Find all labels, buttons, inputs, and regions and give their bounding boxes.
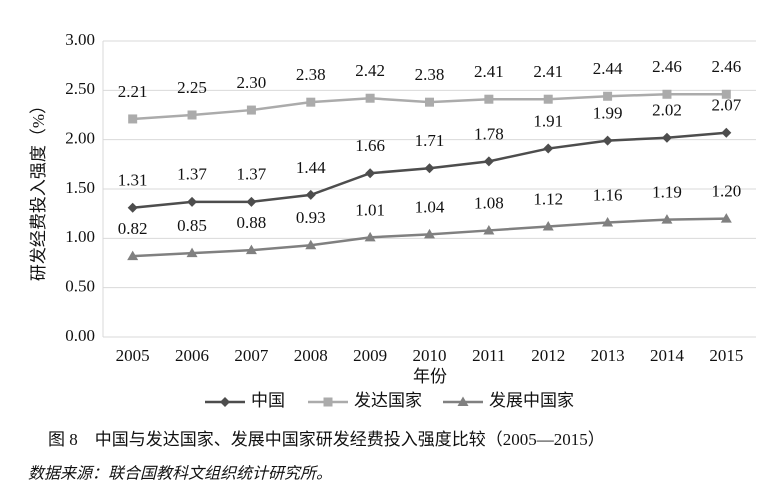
marker	[602, 135, 613, 146]
x-tick-label: 2005	[116, 346, 150, 365]
marker	[542, 220, 554, 231]
y-tick-label: 0.50	[65, 277, 95, 296]
data-label: 1.04	[415, 197, 445, 216]
data-label: 1.01	[355, 200, 385, 219]
data-label: 1.66	[355, 136, 385, 155]
x-tick-label: 2008	[294, 346, 328, 365]
source: 数据来源：联合国教科文组织统计研究所。	[28, 465, 332, 483]
data-label: 2.42	[355, 61, 385, 80]
marker	[306, 97, 316, 107]
y-tick-label: 1.50	[65, 178, 95, 197]
data-label: 1.20	[711, 182, 741, 201]
x-tick-label: 2009	[353, 346, 387, 365]
data-label: 1.12	[533, 189, 563, 208]
marker	[425, 97, 434, 107]
x-tick-label: 2014	[650, 346, 685, 365]
legend-marker	[457, 396, 469, 406]
marker	[187, 196, 198, 207]
legend-marker	[323, 397, 333, 407]
data-label: 1.78	[474, 124, 504, 143]
y-tick-label: 2.50	[65, 79, 95, 98]
marker	[602, 217, 614, 227]
data-label: 2.41	[474, 62, 504, 81]
marker	[543, 94, 553, 104]
marker	[721, 127, 732, 138]
data-label: 0.82	[118, 219, 148, 238]
data-label: 1.08	[474, 193, 504, 212]
marker	[186, 247, 198, 258]
marker	[127, 250, 139, 261]
marker	[128, 114, 138, 124]
x-tick-label: 2013	[591, 346, 625, 365]
marker	[424, 163, 435, 174]
marker	[661, 132, 672, 143]
data-label: 2.21	[118, 82, 148, 101]
marker	[424, 228, 435, 239]
data-label: 0.88	[237, 213, 267, 232]
marker	[721, 89, 731, 99]
legend-label: 中国	[251, 391, 285, 410]
data-label: 2.46	[652, 57, 682, 76]
marker	[483, 224, 495, 235]
data-label: 0.85	[177, 216, 207, 235]
legend-label: 发达国家	[354, 391, 422, 410]
data-label: 1.16	[593, 185, 623, 204]
data-label: 2.41	[533, 62, 563, 81]
data-label: 1.91	[533, 111, 563, 130]
data-label: 1.31	[118, 171, 148, 190]
marker	[662, 89, 672, 99]
x-tick-label: 2015	[709, 346, 743, 365]
data-label: 1.71	[415, 131, 445, 150]
data-label: 1.44	[296, 158, 326, 177]
marker	[127, 202, 138, 213]
x-axis-label: 年份	[413, 367, 447, 386]
marker	[245, 244, 257, 255]
y-tick-label: 3.00	[65, 30, 95, 49]
marker	[484, 94, 494, 104]
marker	[187, 110, 197, 120]
marker	[603, 91, 613, 101]
y-tick-label: 0.00	[65, 326, 95, 345]
x-tick-label: 2012	[531, 346, 565, 365]
x-tick-label: 2006	[175, 346, 209, 365]
data-label: 2.38	[415, 65, 445, 84]
data-label: 0.93	[296, 208, 326, 227]
data-label: 2.02	[652, 101, 682, 120]
legend-marker	[220, 397, 230, 407]
marker	[305, 239, 317, 250]
data-label: 2.25	[177, 78, 207, 97]
y-axis-label: 研发经费投入强度（%）	[29, 97, 48, 281]
y-tick-label: 2.00	[65, 129, 95, 148]
x-tick-label: 2007	[234, 346, 269, 365]
x-tick-label: 2010	[413, 346, 447, 365]
marker	[661, 214, 673, 224]
marker	[364, 231, 376, 242]
marker	[483, 156, 494, 167]
marker	[365, 93, 375, 103]
data-label: 2.30	[237, 73, 267, 92]
data-label: 2.07	[711, 96, 741, 115]
marker	[246, 196, 257, 207]
marker	[543, 143, 554, 154]
y-tick-label: 1.00	[65, 227, 95, 246]
data-label: 2.46	[711, 57, 741, 76]
marker	[305, 189, 316, 200]
data-label: 2.44	[593, 59, 623, 78]
legend-label: 发展中国家	[489, 391, 574, 410]
marker	[365, 168, 376, 179]
data-label: 2.38	[296, 65, 326, 84]
marker	[720, 213, 732, 223]
data-label: 1.37	[177, 165, 207, 184]
data-label: 1.19	[652, 182, 682, 201]
x-tick-label: 2011	[472, 346, 505, 365]
marker	[246, 105, 256, 115]
caption: 图 8 中国与发达国家、发展中国家研发经费投入强度比较（2005—2015）	[48, 430, 605, 449]
data-label: 1.99	[593, 104, 623, 123]
data-label: 1.37	[237, 165, 267, 184]
